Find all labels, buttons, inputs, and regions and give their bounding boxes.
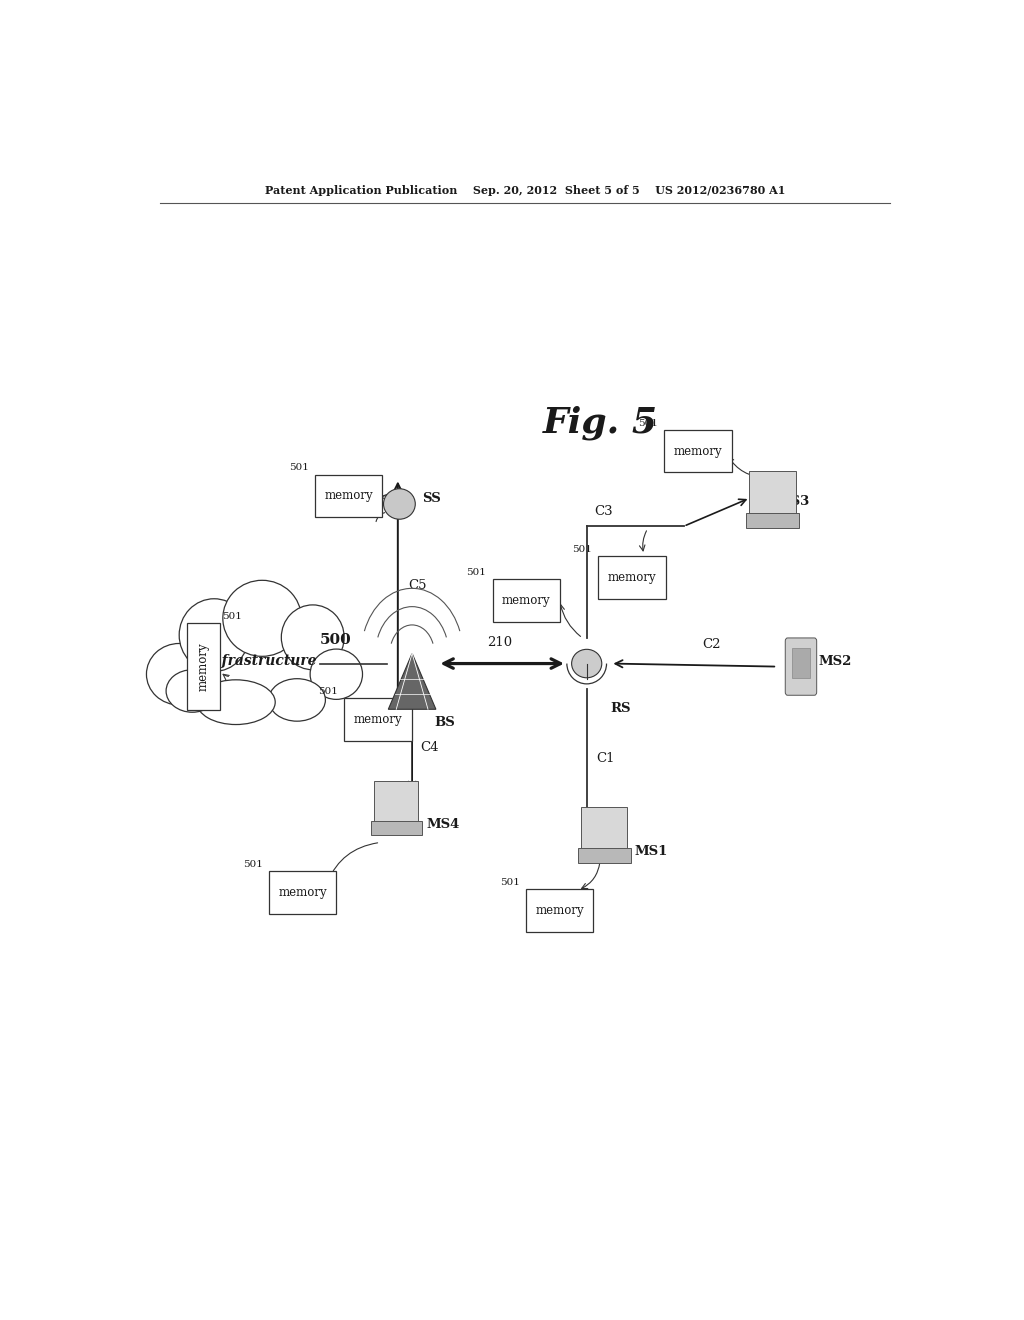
Text: 501: 501 [289, 463, 308, 473]
Text: C5: C5 [409, 578, 427, 591]
FancyBboxPatch shape [792, 648, 810, 678]
Text: C4: C4 [420, 742, 438, 755]
Ellipse shape [268, 678, 326, 721]
Text: 501: 501 [221, 612, 242, 622]
Ellipse shape [282, 605, 344, 669]
Text: 501: 501 [243, 859, 262, 869]
Text: memory: memory [607, 570, 656, 583]
FancyBboxPatch shape [578, 849, 631, 863]
Text: 501: 501 [467, 568, 486, 577]
Polygon shape [388, 653, 436, 709]
Text: BS: BS [434, 717, 455, 730]
Ellipse shape [384, 488, 416, 519]
FancyBboxPatch shape [598, 556, 666, 598]
FancyBboxPatch shape [374, 781, 419, 824]
Text: SS: SS [422, 492, 440, 506]
Ellipse shape [179, 599, 249, 672]
Text: Fig. 5: Fig. 5 [543, 405, 657, 440]
FancyBboxPatch shape [785, 638, 817, 696]
Text: memory: memory [536, 904, 584, 917]
Text: 500: 500 [321, 634, 352, 647]
Text: memory: memory [674, 445, 722, 458]
Text: RS: RS [610, 702, 631, 715]
FancyBboxPatch shape [750, 471, 796, 516]
Ellipse shape [146, 643, 212, 705]
Text: memory: memory [325, 490, 373, 503]
Text: MS1: MS1 [634, 845, 668, 858]
Text: 501: 501 [318, 688, 338, 696]
Text: C3: C3 [595, 506, 613, 519]
FancyBboxPatch shape [186, 623, 220, 710]
FancyBboxPatch shape [745, 513, 799, 528]
Ellipse shape [197, 680, 275, 725]
Text: 501: 501 [500, 878, 519, 887]
FancyBboxPatch shape [581, 807, 628, 851]
Ellipse shape [571, 649, 602, 677]
FancyBboxPatch shape [493, 579, 560, 622]
Text: 210: 210 [486, 636, 512, 649]
Text: MS2: MS2 [818, 655, 852, 668]
Text: 501: 501 [638, 418, 657, 428]
FancyBboxPatch shape [526, 890, 594, 932]
Text: memory: memory [502, 594, 551, 607]
FancyBboxPatch shape [315, 474, 382, 517]
Text: C2: C2 [702, 639, 721, 651]
Text: Infrastructure: Infrastructure [206, 653, 317, 668]
Text: Patent Application Publication    Sep. 20, 2012  Sheet 5 of 5    US 2012/0236780: Patent Application Publication Sep. 20, … [264, 185, 785, 197]
Ellipse shape [310, 649, 362, 700]
FancyBboxPatch shape [269, 871, 336, 913]
Ellipse shape [223, 581, 301, 656]
Ellipse shape [166, 669, 218, 713]
Text: memory: memory [197, 643, 210, 690]
Text: MS3: MS3 [776, 495, 810, 508]
Text: memory: memory [279, 886, 327, 899]
FancyBboxPatch shape [371, 821, 422, 836]
Text: C1: C1 [596, 751, 614, 764]
FancyBboxPatch shape [344, 698, 412, 741]
Text: 501: 501 [572, 545, 592, 554]
FancyBboxPatch shape [665, 430, 731, 473]
Text: MS4: MS4 [426, 817, 460, 830]
Text: memory: memory [353, 713, 402, 726]
